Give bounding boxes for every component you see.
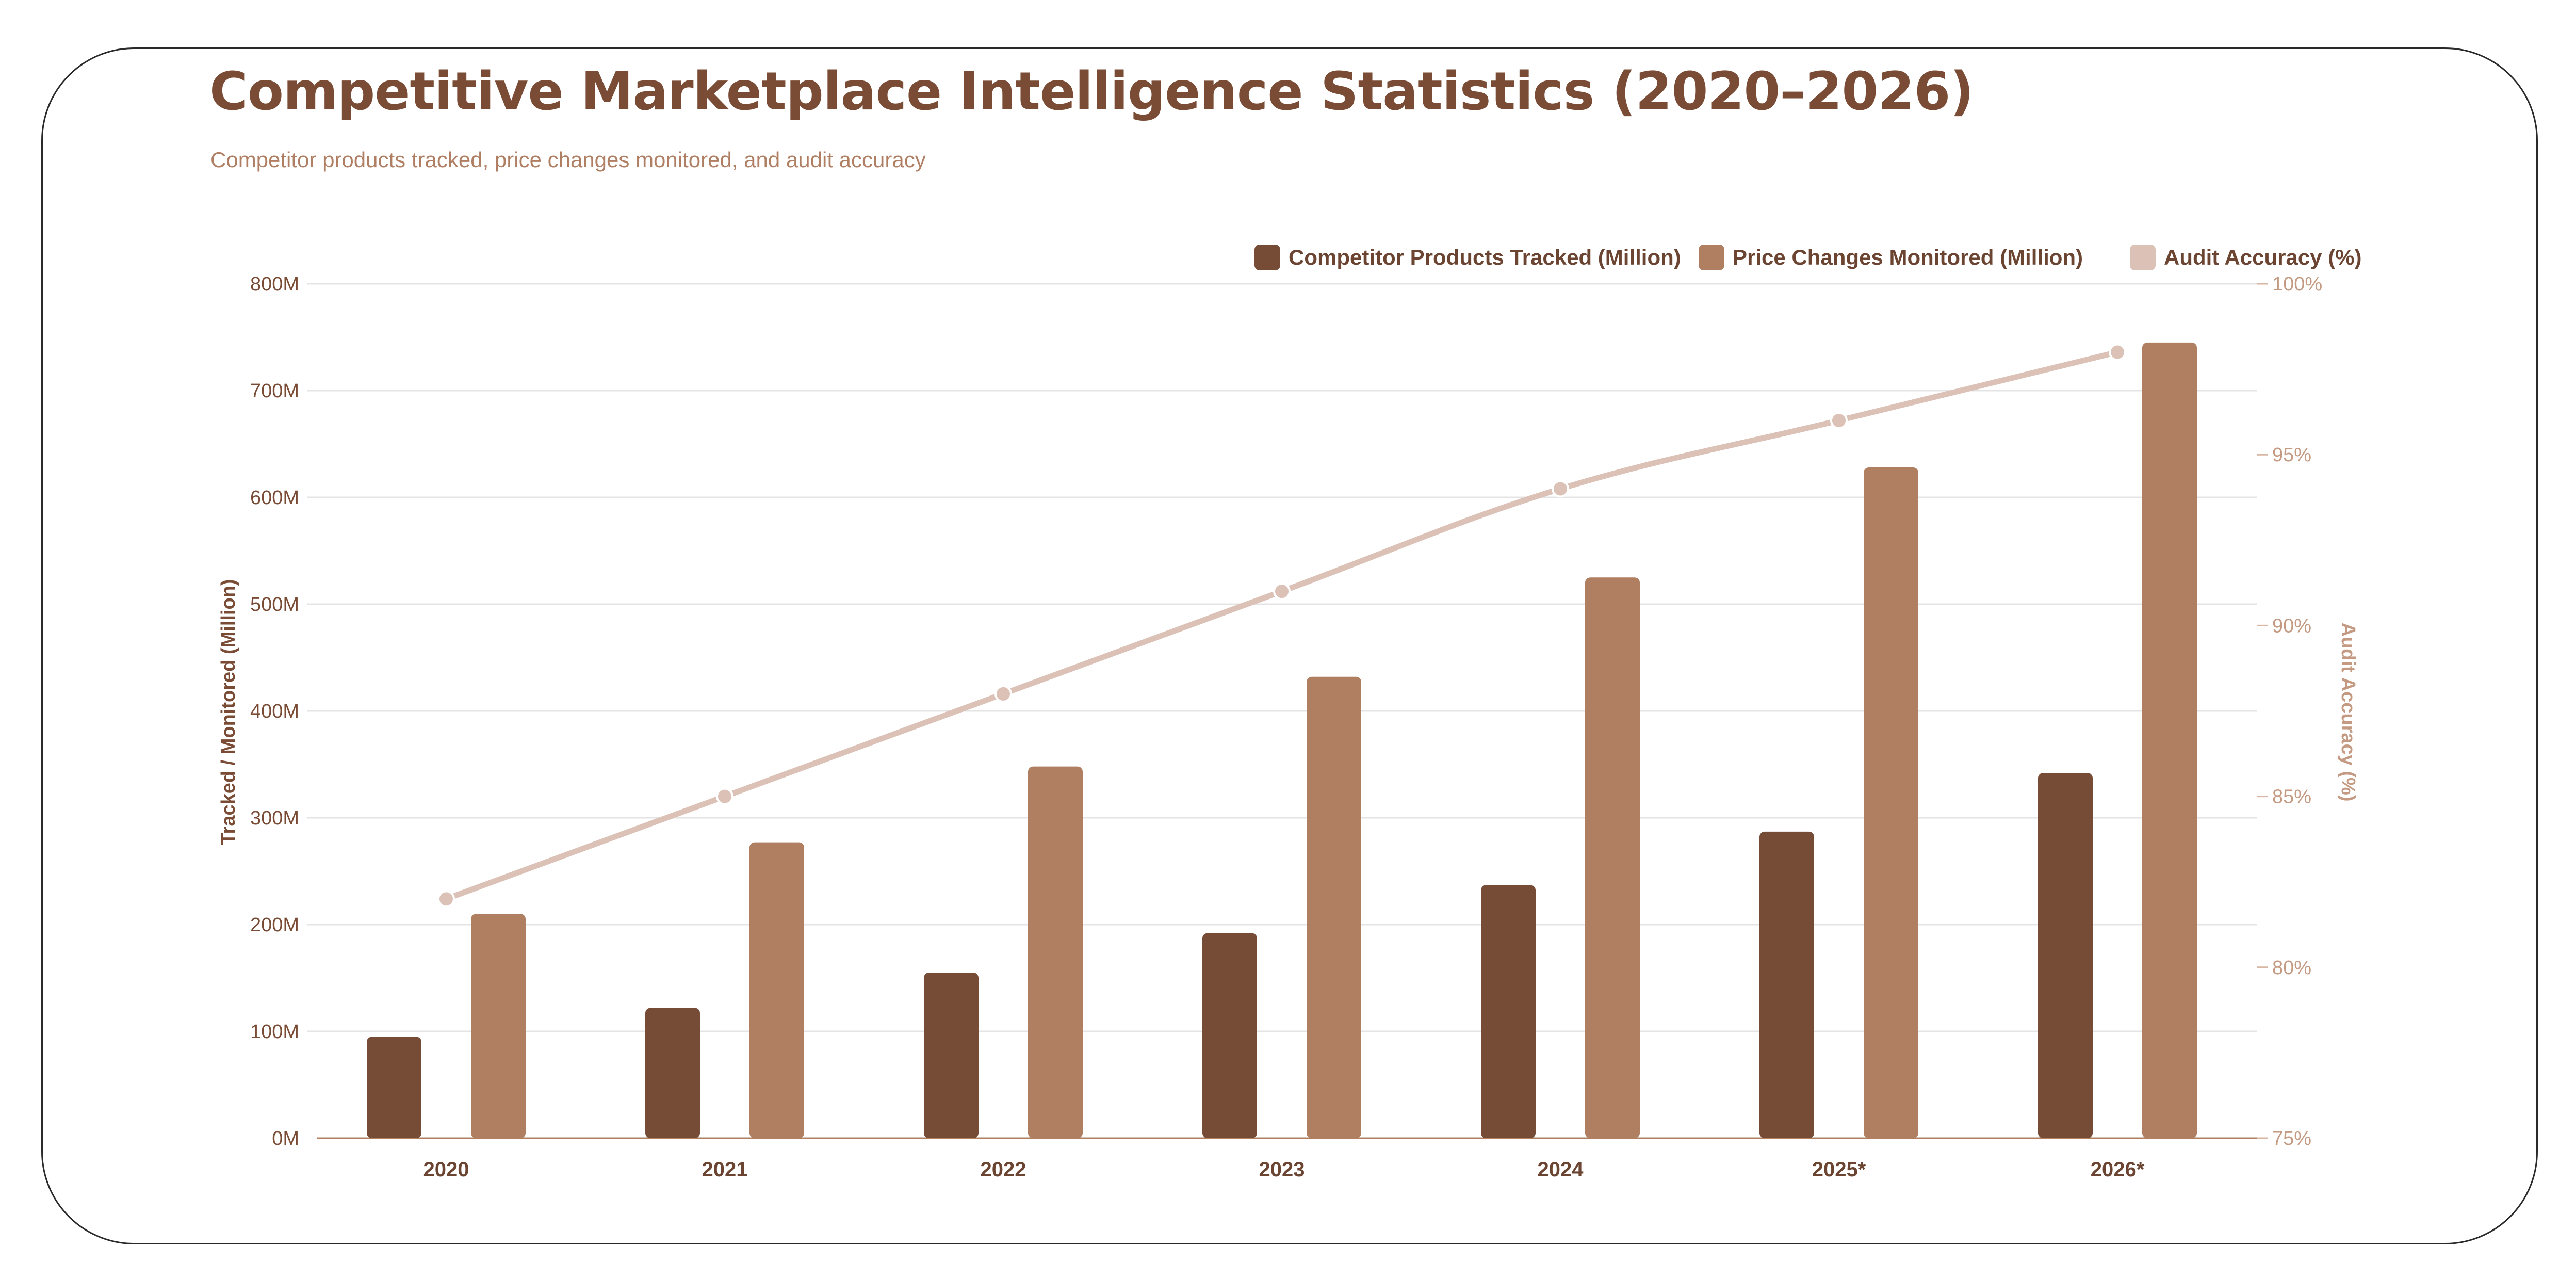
legend-item[interactable]: Competitor Products Tracked (Million)	[1254, 245, 1681, 270]
y2-tick-label: 90%	[2272, 615, 2311, 637]
x-tick-label: 2022	[981, 1158, 1026, 1181]
bar-price-changes	[1585, 577, 1640, 1138]
y-tick-label: 700M	[250, 380, 299, 402]
legend-item[interactable]: Audit Accuracy (%)	[2130, 245, 2362, 270]
x-axis: 2020 2021 2022 2023 2024 2025* 2026*	[423, 1158, 2145, 1181]
accuracy-point	[994, 685, 1012, 703]
accuracy-point	[716, 787, 733, 805]
chart-title: Competitive Marketplace Intelligence Sta…	[209, 61, 1974, 122]
bar-products-tracked	[2038, 773, 2093, 1138]
bar-price-changes	[1307, 676, 1361, 1138]
legend-swatch	[1254, 245, 1280, 270]
y-tick-label: 300M	[250, 807, 299, 829]
y-tick-label: 0M	[272, 1128, 299, 1150]
y2-tick-label: 100%	[2272, 273, 2322, 295]
x-tick-label: 2026*	[2091, 1158, 2145, 1181]
y2-tick-label: 85%	[2272, 786, 2311, 808]
bar-products-tracked	[367, 1037, 421, 1138]
bar-price-changes	[2142, 342, 2197, 1138]
accuracy-point	[1552, 480, 1569, 498]
legend-swatch	[2130, 245, 2156, 270]
bar-price-changes	[471, 914, 526, 1138]
y2-axis-title: Audit Accuracy (%)	[2337, 623, 2359, 802]
legend-swatch	[1699, 245, 1724, 270]
legend[interactable]: Competitor Products Tracked (Million) Pri…	[1254, 245, 2362, 270]
accuracy-point	[437, 890, 455, 908]
x-tick-label: 2021	[702, 1158, 748, 1181]
y-tick-label: 600M	[250, 487, 299, 509]
right-axis: 75% 80% 85% 90% 95% 100%	[2257, 273, 2322, 1150]
accuracy-point	[2109, 343, 2126, 361]
accuracy-line	[437, 343, 2126, 908]
bar-products-tracked	[1202, 933, 1257, 1138]
gridlines	[307, 283, 2257, 1139]
x-tick-label: 2024	[1538, 1158, 1584, 1181]
y-axis-title: Tracked / Monitored (Million)	[218, 579, 239, 845]
y2-tick-label: 80%	[2272, 957, 2311, 979]
legend-label: Competitor Products Tracked (Million)	[1289, 245, 1681, 269]
bar-products-tracked	[924, 973, 979, 1138]
accuracy-point	[1830, 411, 1848, 429]
x-tick-label: 2020	[423, 1158, 469, 1181]
bar-price-changes	[1864, 467, 1918, 1138]
bar-price-changes	[1028, 766, 1083, 1138]
accuracy-point	[1273, 582, 1291, 601]
bar-price-changes	[749, 842, 804, 1138]
y-tick-label: 500M	[250, 594, 299, 616]
y-tick-label: 100M	[250, 1021, 299, 1043]
y-tick-label: 800M	[250, 273, 299, 295]
bar-products-tracked	[645, 1008, 700, 1138]
y2-tick-label: 75%	[2272, 1128, 2311, 1150]
legend-item[interactable]: Price Changes Monitored (Million)	[1699, 245, 2083, 270]
x-tick-label: 2023	[1259, 1158, 1305, 1181]
left-axis: 0M 100M 200M 300M 400M 500M 600M 700M 800M	[250, 273, 299, 1150]
bar-products-tracked	[1481, 885, 1536, 1138]
y-tick-label: 200M	[250, 914, 299, 936]
legend-label: Audit Accuracy (%)	[2164, 245, 2362, 269]
y2-tick-label: 95%	[2272, 444, 2311, 466]
bar-products-tracked	[1759, 831, 1814, 1138]
x-tick-label: 2025*	[1812, 1158, 1866, 1181]
chart-subtitle: Competitor products tracked, price chang…	[210, 148, 926, 172]
legend-label: Price Changes Monitored (Million)	[1733, 245, 2083, 269]
chart-card	[41, 47, 2538, 1244]
bars	[367, 342, 2197, 1138]
y-tick-label: 400M	[250, 701, 299, 722]
